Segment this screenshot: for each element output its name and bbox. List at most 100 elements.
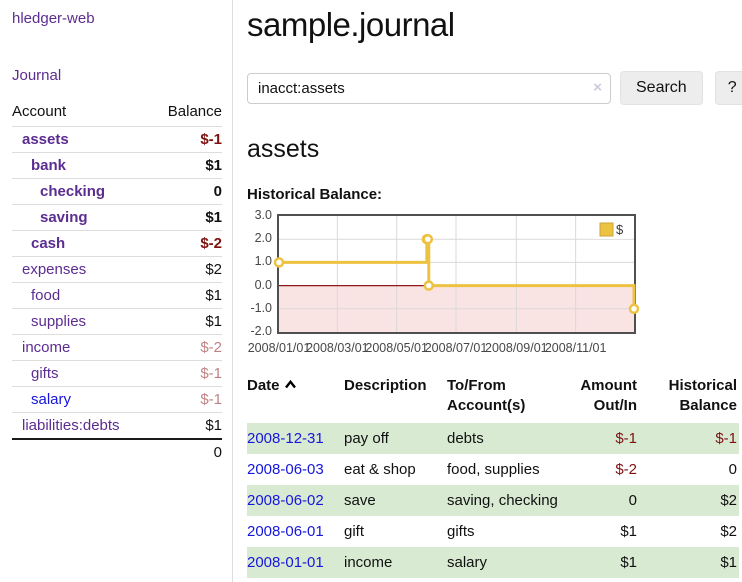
account-link[interactable]: supplies: [31, 313, 87, 330]
register-table-body: 2008-12-31 pay off debts $-1 $-1 2008-06-03 ea…: [247, 422, 739, 578]
description-cell: pay off: [344, 429, 389, 447]
col-date[interactable]: Date: [247, 372, 344, 423]
account-row: liabilities:debts $1: [12, 412, 222, 440]
search-button[interactable]: Search: [620, 71, 703, 105]
col-balance[interactable]: Historical Balance: [668, 377, 737, 415]
main-content: sample.journal × Search ? assets Histori…: [247, 0, 742, 578]
account-balance: $-1: [200, 131, 222, 148]
x-axis-label: 2008/01/01: [247, 341, 311, 355]
legend-swatch: [599, 222, 614, 237]
col-accounts[interactable]: To/From Account(s): [447, 377, 526, 415]
account-row: salary $-1: [12, 386, 222, 413]
date-link[interactable]: 2008-06-02: [247, 491, 324, 509]
register-row: 2008-01-01 income salary $1 $1: [247, 546, 739, 578]
accounts-total-row: 0: [12, 439, 222, 467]
register-row: 2008-06-03 eat & shop food, supplies $-2 0: [247, 454, 739, 485]
account-row: food $1: [12, 282, 222, 309]
amount-cell: 0: [628, 491, 637, 509]
account-row: bank $1: [12, 152, 222, 179]
account-heading: assets: [247, 135, 320, 163]
x-axis-label: 2008/09/01: [485, 341, 548, 355]
account-balance: $1: [205, 313, 222, 330]
accounts-col-balance: Balance: [167, 103, 222, 120]
account-row: supplies $1: [12, 308, 222, 335]
balance-chart-svg: $: [273, 216, 640, 332]
account-row: gifts $-1: [12, 360, 222, 387]
account-link[interactable]: cash: [31, 235, 66, 252]
account-balance: $2: [205, 261, 222, 278]
account-balance: $1: [205, 209, 222, 226]
account-link[interactable]: saving: [40, 209, 88, 226]
chart-plot-area: $: [273, 214, 640, 334]
search-input[interactable]: [247, 72, 611, 104]
col-amount[interactable]: Amount Out/In: [580, 377, 637, 415]
amount-cell: $-2: [615, 460, 637, 478]
account-balance: 0: [213, 183, 222, 200]
account-link[interactable]: expenses: [22, 261, 87, 278]
balance-cell: 0: [728, 460, 737, 478]
search-form: × Search ?: [247, 71, 742, 105]
accounts-cell: saving, checking: [447, 491, 558, 509]
x-axis-label: 2008/03/01: [306, 341, 369, 355]
date-link[interactable]: 2008-06-01: [247, 522, 324, 540]
accounts-table: Account Balance assets $-1 bank $1 checking 0…: [12, 100, 222, 467]
description-cell: income: [344, 553, 393, 571]
x-axis-label: 2008/07/01: [424, 341, 488, 355]
date-link[interactable]: 2008-06-03: [247, 460, 324, 478]
accounts-cell: salary: [447, 553, 488, 571]
register-row: 2008-06-01 gift gifts $1 $2: [247, 516, 739, 547]
accounts-cell: debts: [447, 429, 484, 447]
accounts-col-account: Account: [12, 103, 67, 120]
amount-cell: $1: [620, 522, 637, 540]
amount-cell: $1: [620, 553, 637, 571]
account-balance: $-2: [200, 235, 222, 252]
account-balance: $-2: [200, 339, 222, 356]
description-cell: save: [344, 491, 376, 509]
account-link[interactable]: bank: [31, 157, 67, 174]
account-link[interactable]: assets: [22, 131, 69, 148]
x-axis-label: 2008/05/01: [365, 341, 428, 355]
balance-cell: $1: [720, 553, 737, 571]
chart-title-label: Historical Balance:: [247, 186, 383, 203]
account-row: checking 0: [12, 178, 222, 205]
account-balance: $1: [205, 287, 222, 304]
description-cell: eat & shop: [344, 460, 416, 478]
account-link[interactable]: salary: [31, 391, 72, 408]
register-header-row: Date Description To/From Account(s) Amou…: [247, 372, 739, 423]
date-link[interactable]: 2008-12-31: [247, 429, 324, 447]
amount-cell: $-1: [615, 429, 637, 447]
y-axis-label: -1.0: [250, 300, 272, 315]
account-balance: $1: [205, 417, 222, 434]
y-axis-label: 3.0: [254, 208, 272, 222]
brand-link[interactable]: hledger-web: [12, 10, 95, 27]
description-cell: gift: [344, 522, 365, 540]
account-link[interactable]: gifts: [31, 365, 59, 382]
register-row: 2008-12-31 pay off debts $-1 $-1: [247, 422, 739, 454]
account-row: cash $-2: [12, 230, 222, 257]
page-title: sample.journal: [247, 6, 455, 43]
accounts-cell: food, supplies: [447, 460, 540, 478]
account-link[interactable]: checking: [40, 183, 106, 200]
date-link[interactable]: 2008-01-01: [247, 553, 324, 571]
balance-cell: $2: [720, 522, 737, 540]
account-row: income $-2: [12, 334, 222, 361]
account-link[interactable]: liabilities:debts: [22, 417, 120, 434]
account-row: expenses $2: [12, 256, 222, 283]
legend-label: $: [616, 222, 624, 237]
account-link[interactable]: income: [22, 339, 71, 356]
account-row: assets $-1: [12, 126, 222, 153]
account-link[interactable]: food: [31, 287, 61, 304]
accounts-total-value: 0: [213, 444, 222, 461]
y-axis-label: 2.0: [254, 231, 272, 246]
col-description[interactable]: Description: [344, 377, 427, 394]
y-axis-label: 1.0: [254, 254, 272, 269]
clear-search-icon[interactable]: ×: [593, 78, 602, 96]
help-button[interactable]: ?: [714, 71, 742, 105]
account-row: saving $1: [12, 204, 222, 231]
x-axis-label: 2008/11/01: [544, 341, 607, 355]
sidebar-item-journal[interactable]: Journal: [12, 67, 62, 84]
balance-chart: $ 3.0 2.0 1.0 0.0 -1.0 -2.0 2008/01/01 2008/03/…: [247, 208, 667, 364]
accounts-cell: gifts: [447, 522, 475, 540]
balance-cell: $-1: [715, 429, 737, 447]
y-axis-label: -2.0: [250, 324, 272, 338]
